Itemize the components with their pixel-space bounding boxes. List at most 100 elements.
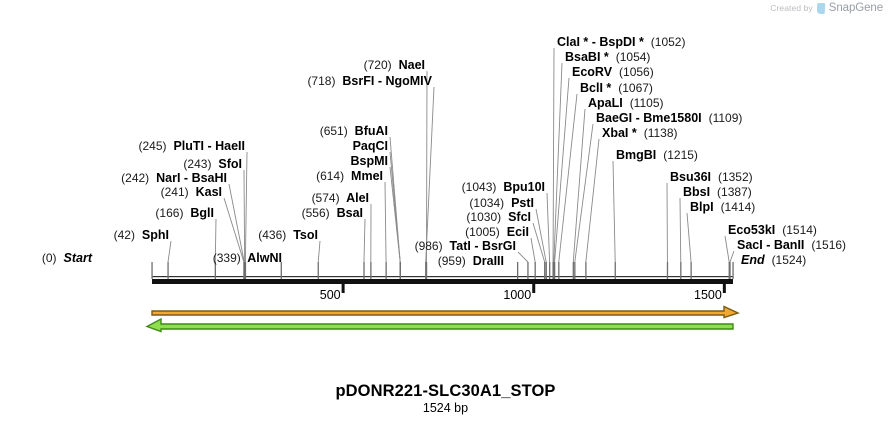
leader-line xyxy=(532,222,546,263)
leader-line xyxy=(389,136,401,263)
site-tick xyxy=(244,262,246,279)
ruler-tick xyxy=(341,284,345,293)
site-label-tsoi[interactable]: (436) TsoI xyxy=(258,228,318,242)
site-tick xyxy=(732,262,734,279)
site-tick xyxy=(574,262,576,279)
site-tick xyxy=(534,262,536,279)
leader-line xyxy=(552,47,555,263)
site-label-bsabi[interactable]: BsaBI * (1054) xyxy=(565,50,651,64)
site-label-sfci[interactable]: (1030) SfcI xyxy=(466,210,531,224)
site-tick xyxy=(614,262,616,279)
site-label-clai-bspdi[interactable]: ClaI * - BspDI * (1052) xyxy=(557,35,686,49)
leader-line xyxy=(530,237,536,263)
site-tick xyxy=(244,262,247,279)
leader-line xyxy=(228,183,245,263)
site-tick xyxy=(425,262,428,279)
ruler-label: 1000 xyxy=(503,288,532,302)
site-label-pluti-haeii[interactable]: (245) PluTI - HaeII xyxy=(138,139,245,153)
site-label-paqci[interactable]: PaqCI xyxy=(352,139,388,153)
site-label-sphi[interactable]: (42) SphI xyxy=(113,228,169,242)
reverse-arrow[interactable] xyxy=(145,317,734,333)
site-label-bmgbi[interactable]: BmgBI (1215) xyxy=(616,148,698,162)
site-label-draiii[interactable]: (959) DraIII xyxy=(437,254,504,268)
site-tick xyxy=(317,262,319,279)
site-label-end[interactable]: End (1524) xyxy=(741,253,807,267)
site-tick xyxy=(280,262,282,279)
site-label-saci-banii[interactable]: SacI - BanII (1516) xyxy=(737,238,847,252)
leader-line xyxy=(363,218,366,263)
site-label-tati-bsrgi[interactable]: (986) TatI - BsrGI xyxy=(414,239,516,253)
backbone-bar xyxy=(152,279,733,284)
site-label-bbsi[interactable]: BbsI (1387) xyxy=(683,185,752,199)
leader-line xyxy=(554,77,570,263)
site-label-naei[interactable]: (720) NaeI xyxy=(363,58,425,72)
forward-arrow[interactable] xyxy=(151,305,740,319)
leader-line xyxy=(517,251,529,263)
site-label-alei[interactable]: (574) AleI xyxy=(311,191,369,205)
leader-line xyxy=(223,197,245,263)
site-tick xyxy=(370,262,372,279)
site-tick xyxy=(585,262,587,279)
leader-line xyxy=(585,138,600,263)
site-label-bsrfi-ngomiv[interactable]: (718) BsrFI - NgoMIV xyxy=(307,74,432,88)
leader-lines-layer xyxy=(167,47,735,263)
created-by-label: Created by xyxy=(770,3,813,13)
leader-line xyxy=(724,235,730,263)
page-title: pDONR221-SLC30A1_STOP xyxy=(335,382,556,400)
site-label-bsai[interactable]: (556) BsaI xyxy=(301,206,363,220)
leader-line xyxy=(425,86,435,263)
site-label-sfoi[interactable]: (243) SfoI xyxy=(183,157,242,171)
site-label-alwni[interactable]: (339) AlwNI xyxy=(212,251,282,265)
leader-line xyxy=(612,160,616,263)
site-tick xyxy=(553,262,555,279)
leader-line xyxy=(574,123,594,263)
site-tick xyxy=(728,262,730,279)
leader-line xyxy=(686,212,692,263)
site-label-apali[interactable]: ApaLI (1105) xyxy=(588,96,664,110)
leader-line xyxy=(426,70,428,263)
site-label-bsu36i[interactable]: Bsu36I (1352) xyxy=(670,170,753,184)
site-tick xyxy=(363,262,365,279)
site-label-bgli[interactable]: (166) BglI xyxy=(155,206,214,220)
ruler-tick xyxy=(722,284,726,293)
ruler-tick xyxy=(532,284,536,293)
site-tick xyxy=(572,262,574,279)
site-label-bpu10i[interactable]: (1043) Bpu10I xyxy=(461,180,545,194)
leader-line xyxy=(214,218,217,263)
site-tick xyxy=(399,262,401,279)
site-tick xyxy=(729,262,731,279)
site-label-ecorv[interactable]: EcoRV (1056) xyxy=(572,65,654,79)
leader-line xyxy=(558,93,578,263)
backbone-and-features xyxy=(145,262,740,333)
snapgene-wordmark: SnapGene xyxy=(828,2,883,14)
site-tick xyxy=(544,262,546,279)
site-label-xbai[interactable]: XbaI * (1138) xyxy=(602,126,678,140)
site-label-blpi[interactable]: BlpI (1414) xyxy=(690,200,756,214)
site-tick xyxy=(552,262,554,279)
leader-line xyxy=(317,240,321,263)
snapgene-credit: Created by SnapGene xyxy=(770,2,883,14)
site-label-kasi[interactable]: (241) KasI xyxy=(160,185,222,199)
site-label-start[interactable]: (0) Start xyxy=(41,251,92,265)
site-label-bfuai[interactable]: (651) BfuAI xyxy=(319,124,388,138)
site-label-ecii[interactable]: (1005) EciI xyxy=(465,225,529,239)
site-label-bspmi[interactable]: BspMI xyxy=(350,154,389,168)
site-label-nari-bsahi[interactable]: (242) NarI - BsaHI xyxy=(121,171,227,185)
leader-line xyxy=(546,192,551,263)
site-tick xyxy=(553,262,556,279)
site-tick xyxy=(690,262,692,279)
site-tick xyxy=(214,262,216,279)
site-label-bcli[interactable]: BclI * (1067) xyxy=(580,81,653,95)
site-label-psti[interactable]: (1034) PstI xyxy=(469,196,534,210)
ruler-label: 500 xyxy=(319,288,341,302)
site-label-baegi-bme[interactable]: BaeGI - Bme1580I (1109) xyxy=(596,111,743,125)
site-label-eco53ki[interactable]: Eco53kI (1514) xyxy=(728,223,817,237)
site-tick xyxy=(151,262,153,279)
site-tick xyxy=(666,262,669,279)
leader-line xyxy=(535,208,547,263)
plasmid-length-label: 1524 bp xyxy=(422,401,469,415)
leader-line xyxy=(553,62,563,263)
site-label-mmei[interactable]: (614) MmeI xyxy=(316,169,383,183)
site-tick xyxy=(549,262,551,279)
